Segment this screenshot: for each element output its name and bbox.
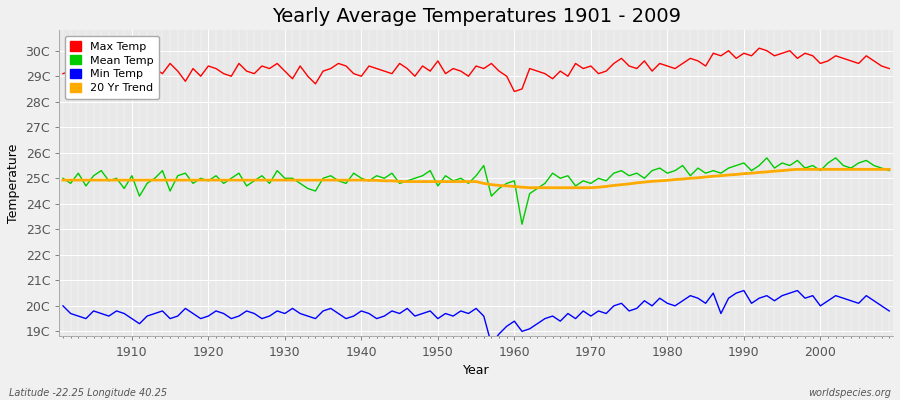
Title: Yearly Average Temperatures 1901 - 2009: Yearly Average Temperatures 1901 - 2009 [272,7,680,26]
Text: worldspecies.org: worldspecies.org [808,388,891,398]
Y-axis label: Temperature: Temperature [7,144,20,223]
Text: Latitude -22.25 Longitude 40.25: Latitude -22.25 Longitude 40.25 [9,388,167,398]
X-axis label: Year: Year [463,364,490,377]
Legend: Max Temp, Mean Temp, Min Temp, 20 Yr Trend: Max Temp, Mean Temp, Min Temp, 20 Yr Tre… [65,36,159,99]
